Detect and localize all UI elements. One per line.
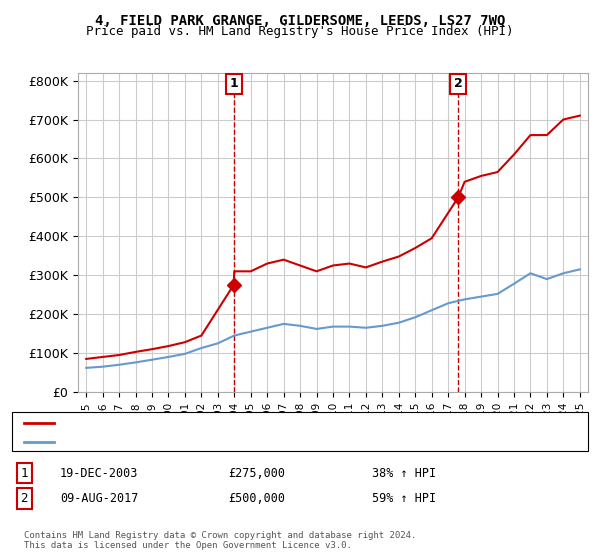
Text: 59% ↑ HPI: 59% ↑ HPI	[372, 492, 436, 505]
Text: £500,000: £500,000	[228, 492, 285, 505]
Text: 09-AUG-2017: 09-AUG-2017	[60, 492, 139, 505]
Text: 2: 2	[454, 77, 463, 91]
Text: 1: 1	[229, 77, 238, 91]
Text: Contains HM Land Registry data © Crown copyright and database right 2024.
This d: Contains HM Land Registry data © Crown c…	[24, 530, 416, 550]
Text: HPI: Average price, detached house, Leeds: HPI: Average price, detached house, Leed…	[60, 437, 316, 447]
Text: 38% ↑ HPI: 38% ↑ HPI	[372, 466, 436, 480]
Text: 2: 2	[20, 492, 28, 505]
Text: 19-DEC-2003: 19-DEC-2003	[60, 466, 139, 480]
Text: £275,000: £275,000	[228, 466, 285, 480]
Text: Price paid vs. HM Land Registry's House Price Index (HPI): Price paid vs. HM Land Registry's House …	[86, 25, 514, 38]
Text: 4, FIELD PARK GRANGE, GILDERSOME, LEEDS, LS27 7WQ: 4, FIELD PARK GRANGE, GILDERSOME, LEEDS,…	[95, 14, 505, 28]
Text: 1: 1	[20, 466, 28, 480]
Text: 4, FIELD PARK GRANGE, GILDERSOME, LEEDS, LS27 7WQ (detached house): 4, FIELD PARK GRANGE, GILDERSOME, LEEDS,…	[60, 418, 473, 428]
